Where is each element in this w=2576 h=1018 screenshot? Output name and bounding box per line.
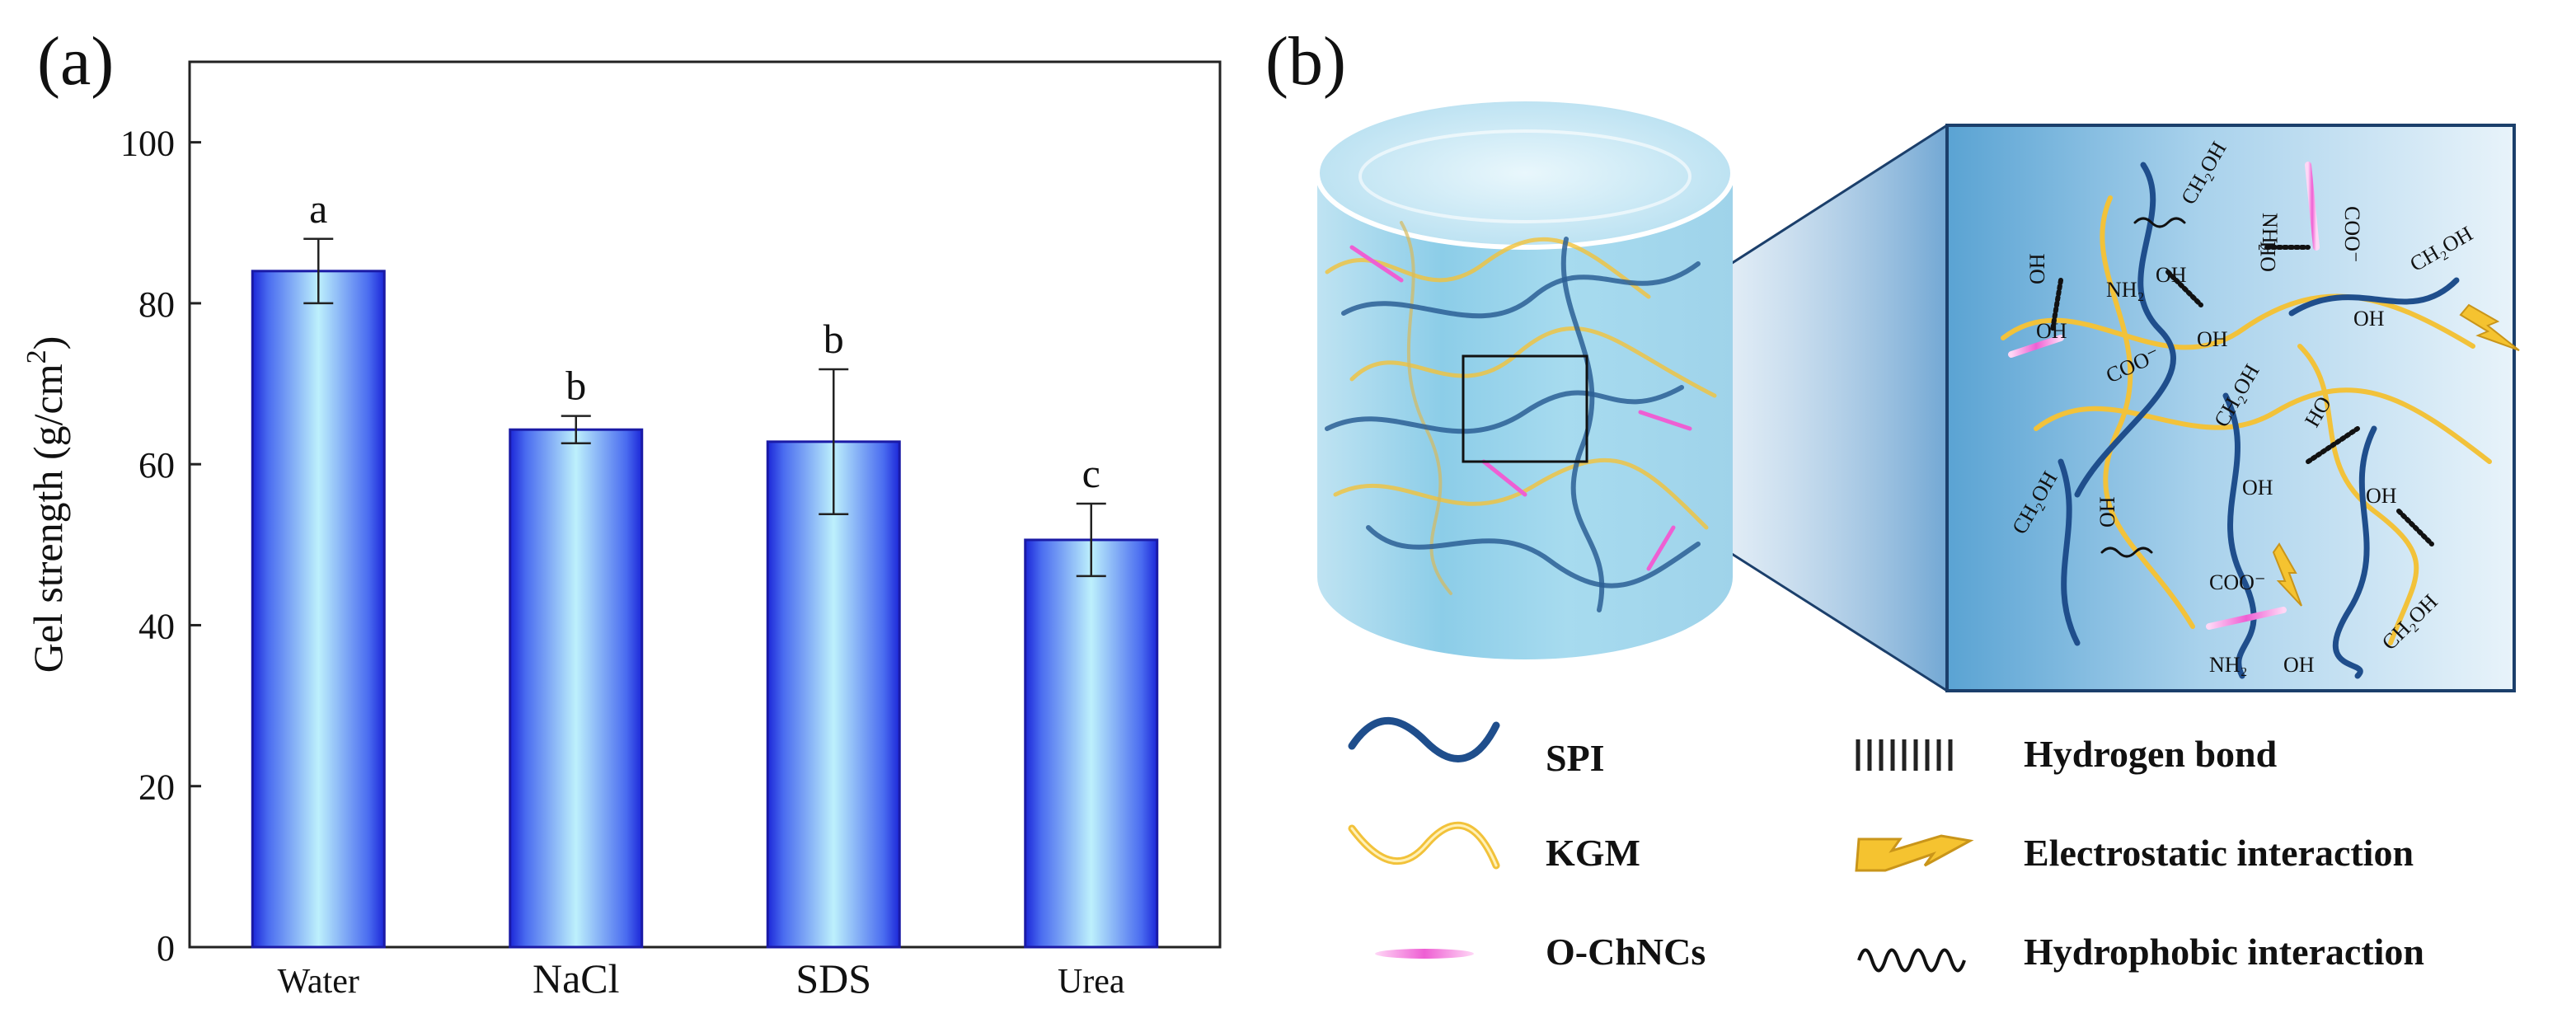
cylinder-top-shine <box>1358 129 1692 223</box>
chem-label-oh: OH <box>2353 307 2385 331</box>
lightning-icon <box>2459 303 2520 351</box>
y-axis-label-superscript: 2 <box>21 349 52 364</box>
chem-label-nh2: NH₂ <box>2258 213 2282 251</box>
y-tick-label: 80 <box>138 284 175 325</box>
zoom-box: CH₂OH NH₂ COO⁻ CH₂OH OH OH NH₂ OH COO⁻ O… <box>1945 124 2520 692</box>
chem-label-oh: OH <box>2036 319 2067 343</box>
legend-label-spi: SPI <box>1546 737 1605 779</box>
legend-label-hydrophobic: Hydrophobic interaction <box>2024 931 2424 973</box>
y-tick-label: 60 <box>138 445 175 486</box>
significance-label: b <box>565 363 586 409</box>
chem-label-oh: OH <box>2283 653 2315 677</box>
chem-label-nh2: NH₂ <box>2209 653 2248 677</box>
x-tick-label: NaCl <box>533 955 620 1002</box>
bar-chart: 0 20 40 60 80 100 Water NaCl SDS Urea a b b c Gel s… <box>21 60 1222 1002</box>
cylinder-top <box>1315 96 1735 250</box>
bar-nacl <box>509 428 644 949</box>
lightning-icon <box>2272 542 2302 607</box>
bar-urea <box>1024 538 1159 949</box>
chem-label-coo: COO⁻ <box>2209 570 2266 594</box>
chem-label-oh: OH <box>2197 327 2228 351</box>
pink-rod-icon <box>1375 949 1474 959</box>
significance-label: a <box>309 185 327 232</box>
y-tick-label: 20 <box>138 767 175 808</box>
panel-label-a: (a) <box>37 23 114 100</box>
network-chains <box>1325 221 1717 612</box>
legend-label-hydrogen-bond: Hydrogen bond <box>2024 733 2278 775</box>
bar-water <box>251 270 386 949</box>
y-axis: 0 20 40 60 80 100 <box>120 124 201 969</box>
inset-square <box>1462 354 1588 463</box>
hydrogel-cylinder <box>1315 96 1735 659</box>
significance-label: c <box>1082 450 1100 496</box>
bar-series: a b b c <box>251 185 1159 949</box>
legend: SPI KGM O-ChNCs Hydrogen bond Electrosta… <box>1348 716 2424 973</box>
legend-label-electrostatic: Electrostatic interaction <box>2024 832 2414 874</box>
chem-label-oh: OH <box>2366 484 2397 508</box>
x-tick-label: Urea <box>1058 963 1125 1001</box>
legend-label-ochncs: O-ChNCs <box>1546 931 1706 973</box>
y-tick-label: 0 <box>157 928 175 969</box>
squiggle-icon <box>1857 948 1966 973</box>
legend-label-kgm: KGM <box>1546 832 1640 874</box>
y-axis-label: Gel strength (g/cm2) <box>21 336 71 673</box>
plot-frame <box>188 60 1222 949</box>
x-tick-label: SDS <box>795 955 871 1002</box>
x-axis: Water NaCl SDS Urea <box>278 936 1125 1002</box>
zoom-chains <box>2001 162 2492 679</box>
chem-label-nh2: NH₂ <box>2106 278 2145 302</box>
yellow-wave-highlight <box>1350 823 1498 867</box>
chem-label-oh: OH <box>2025 253 2049 284</box>
chem-label-oh: OH <box>2095 496 2119 528</box>
bar-sds <box>766 440 901 949</box>
lightning-icon <box>1855 834 1974 872</box>
x-tick-label: Water <box>278 963 359 1001</box>
cylinder-body <box>1317 173 1733 659</box>
chem-label-oh: OH <box>2156 263 2187 287</box>
y-tick-label: 40 <box>138 606 175 646</box>
chem-label-oh: OH <box>2256 241 2280 272</box>
hydrogen-bond-icon <box>1856 739 1953 771</box>
panel-label-b: (b) <box>1265 23 1346 100</box>
zoom-cone <box>1587 125 1947 691</box>
y-tick-label: 100 <box>120 124 175 164</box>
chem-label-coo: COO⁻ <box>2340 206 2364 263</box>
y-axis-label-close: ) <box>25 336 71 350</box>
chem-label-oh: OH <box>2242 476 2273 500</box>
y-axis-label-text: Gel strength (g/cm <box>25 364 71 673</box>
blue-wave-icon <box>1348 716 1500 762</box>
significance-label: b <box>823 316 844 362</box>
